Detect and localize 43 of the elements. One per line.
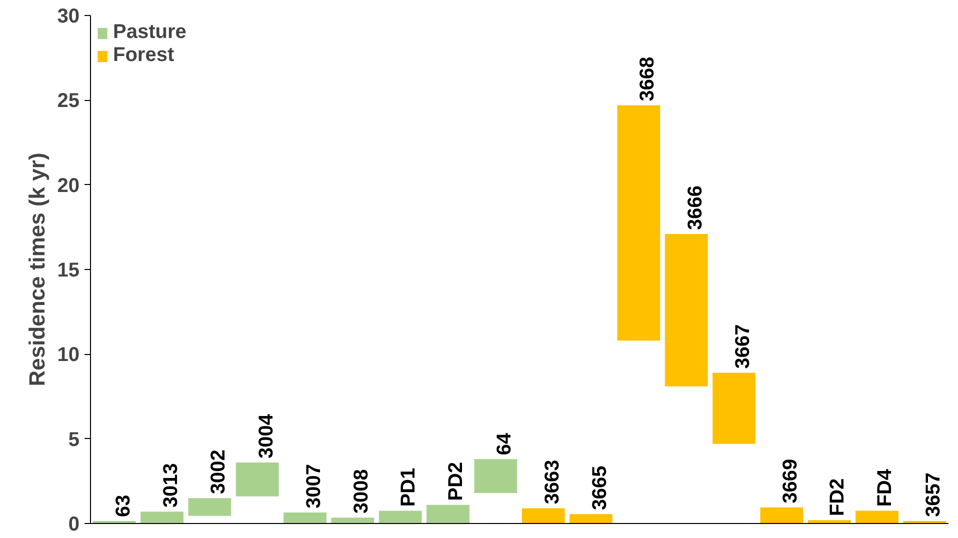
bar xyxy=(474,459,518,494)
x-tick-label: 3668 xyxy=(636,56,659,102)
x-tick-label: 63 xyxy=(112,494,134,517)
bar xyxy=(760,507,804,524)
y-tick-label: 15 xyxy=(57,260,80,282)
bar xyxy=(426,504,470,524)
y-tick-label: 25 xyxy=(57,90,80,112)
x-tick-label: 3657 xyxy=(922,472,945,517)
x-tick-label: FD4 xyxy=(874,468,896,507)
bar xyxy=(522,508,565,524)
bar xyxy=(378,510,422,524)
y-tick-label: 20 xyxy=(57,174,80,197)
x-tick-label: 64 xyxy=(494,432,516,456)
bar xyxy=(664,234,708,386)
bar xyxy=(712,372,756,444)
bar xyxy=(856,510,898,524)
x-tick-label: 3002 xyxy=(208,450,230,494)
x-tick-label: 3669 xyxy=(780,458,802,504)
bar xyxy=(236,462,279,496)
y-tick-label: 10 xyxy=(57,344,80,366)
x-tick-label: 3663 xyxy=(541,460,564,504)
bar xyxy=(140,512,184,524)
legend-label: Pasture xyxy=(113,21,186,44)
x-tick-label: 3008 xyxy=(350,469,373,514)
y-tick-label: 30 xyxy=(57,6,80,28)
bar xyxy=(188,498,232,516)
x-tick-label: 3007 xyxy=(303,464,325,508)
y-axis-title: Residence times (k yr) xyxy=(24,152,50,386)
y-tick-label: 0 xyxy=(68,514,80,536)
y-tick-label: 5 xyxy=(68,428,80,451)
bar xyxy=(570,514,612,524)
x-tick-label: FD2 xyxy=(826,478,848,516)
bar xyxy=(284,512,326,524)
x-tick-label: PD2 xyxy=(445,462,467,501)
x-tick-label: 3665 xyxy=(589,466,611,510)
x-tick-label: 3667 xyxy=(732,324,754,369)
x-tick-label: 3666 xyxy=(684,185,706,230)
x-tick-label: 3004 xyxy=(255,413,278,459)
legend-label: Forest xyxy=(113,44,174,67)
x-tick-label: PD1 xyxy=(397,468,420,507)
bar xyxy=(617,105,660,341)
x-tick-label: 3013 xyxy=(160,463,182,508)
bar xyxy=(331,518,374,524)
